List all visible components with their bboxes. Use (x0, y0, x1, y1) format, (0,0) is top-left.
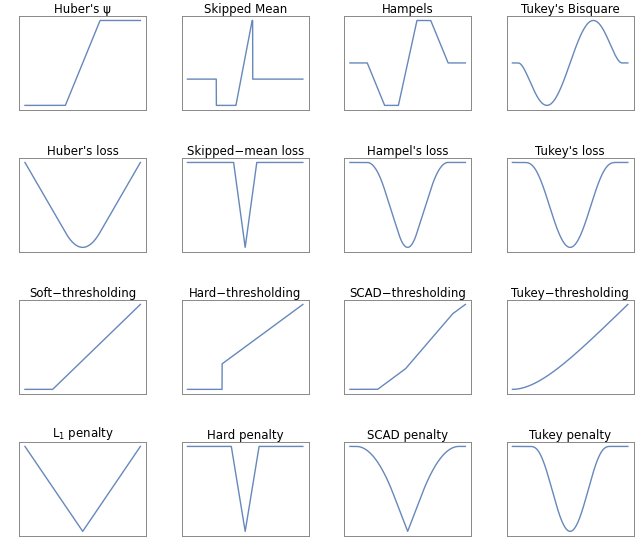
Title: SCAD penalty: SCAD penalty (367, 429, 448, 442)
Title: Soft−thresholding: Soft−thresholding (29, 287, 136, 300)
Title: Hard penalty: Hard penalty (207, 429, 284, 442)
Title: Tukey's Bisquare: Tukey's Bisquare (521, 3, 620, 16)
Title: Tukey penalty: Tukey penalty (529, 429, 611, 442)
Title: Hampels: Hampels (382, 3, 433, 16)
Title: Skipped−mean loss: Skipped−mean loss (186, 145, 304, 158)
Title: Tukey−thresholding: Tukey−thresholding (511, 287, 629, 300)
Title: SCAD−thresholding: SCAD−thresholding (349, 287, 466, 300)
Title: Huber's ψ: Huber's ψ (54, 3, 111, 16)
Title: L$_1$ penalty: L$_1$ penalty (52, 425, 113, 442)
Title: Huber's loss: Huber's loss (47, 145, 118, 158)
Title: Skipped Mean: Skipped Mean (204, 3, 287, 16)
Title: Tukey's loss: Tukey's loss (535, 145, 605, 158)
Title: Hard−thresholding: Hard−thresholding (189, 287, 301, 300)
Title: Hampel's loss: Hampel's loss (367, 145, 449, 158)
